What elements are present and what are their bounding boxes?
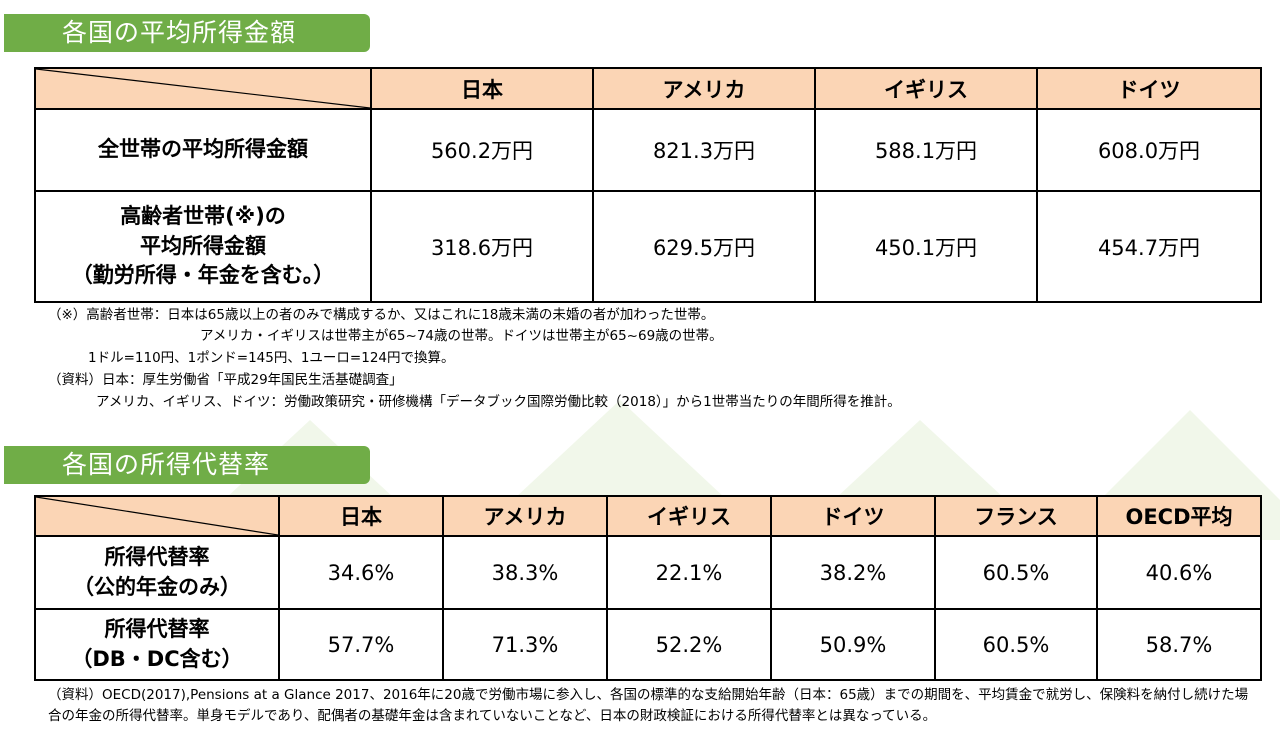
cell-value: 450.1万円 (814, 190, 1038, 303)
column-header-usa: アメリカ (592, 67, 816, 110)
note-source-oecd: （資料）OECD(2017),Pensions at a Glance 2017… (48, 687, 1249, 724)
row-label-including-db-dc: 所得代替率 （DB・DC含む） (34, 608, 280, 681)
column-header-uk: イギリス (814, 67, 1038, 110)
note-elderly-definition-other: アメリカ・イギリスは世帯主が65~74歳の世帯。ドイツは世帯主が65~69歳の世… (200, 328, 723, 344)
replacement-rate-table: 日本 アメリカ イギリス ドイツ フランス OECD平均 所得代替率 （公的年金… (34, 495, 1262, 681)
note-source-japan: （資料）日本：厚生労働省「平成29年国民生活基礎調査」 (48, 372, 403, 388)
column-header-france: フランス (934, 495, 1098, 537)
diagonal-line (36, 69, 370, 108)
table-header-row: 日本 アメリカ イギリス ドイツ (34, 67, 1262, 110)
cell-value: 588.1万円 (814, 108, 1038, 192)
table-row: 高齢者世帯(※)の 平均所得金額 （勤労所得・年金を含む。） 318.6万円 6… (34, 190, 1262, 303)
cell-value: 60.5% (934, 608, 1098, 681)
row-label-all-households: 全世帯の平均所得金額 (34, 108, 372, 192)
note-elderly-definition: （※）高齢者世帯：日本は65歳以上の者のみで構成するか、又はこれに18歳未満の未… (48, 307, 715, 323)
cell-value: 40.6% (1096, 535, 1262, 610)
cell-value: 71.3% (442, 608, 608, 681)
table-row: 所得代替率 （DB・DC含む） 57.7% 71.3% 52.2% 50.9% … (34, 608, 1262, 681)
cell-value: 38.3% (442, 535, 608, 610)
column-header-germany: ドイツ (770, 495, 936, 537)
column-header-uk: イギリス (606, 495, 772, 537)
cell-value: 34.6% (278, 535, 444, 610)
cell-value: 454.7万円 (1036, 190, 1262, 303)
diagonal-line (36, 497, 278, 535)
cell-value: 60.5% (934, 535, 1098, 610)
column-header-germany: ドイツ (1036, 67, 1262, 110)
column-header-japan: 日本 (278, 495, 444, 537)
cell-value: 50.9% (770, 608, 936, 681)
average-income-table: 日本 アメリカ イギリス ドイツ 全世帯の平均所得金額 560.2万円 821.… (34, 67, 1262, 303)
cell-value: 318.6万円 (370, 190, 594, 303)
row-label-public-pension-only: 所得代替率 （公的年金のみ） (34, 535, 280, 610)
cell-value: 629.5万円 (592, 190, 816, 303)
note-source-others: アメリカ、イギリス、ドイツ：労働政策研究・研修機構「データブック国際労働比較（2… (96, 394, 901, 410)
note-exchange-rate: 1ドル=110円、1ポンド=145円、1ユーロ=124円で換算。 (88, 350, 455, 366)
table-corner (34, 67, 372, 110)
column-header-japan: 日本 (370, 67, 594, 110)
cell-value: 821.3万円 (592, 108, 816, 192)
cell-value: 38.2% (770, 535, 936, 610)
table-row: 全世帯の平均所得金額 560.2万円 821.3万円 588.1万円 608.0… (34, 108, 1262, 192)
cell-value: 608.0万円 (1036, 108, 1262, 192)
cell-value: 22.1% (606, 535, 772, 610)
cell-value: 58.7% (1096, 608, 1262, 681)
section-title-replacement-rate: 各国の所得代替率 (4, 446, 370, 484)
cell-value: 52.2% (606, 608, 772, 681)
section-title-average-income: 各国の平均所得金額 (4, 14, 370, 52)
table-header-row: 日本 アメリカ イギリス ドイツ フランス OECD平均 (34, 495, 1262, 537)
column-header-oecd-average: OECD平均 (1096, 495, 1262, 537)
column-header-usa: アメリカ (442, 495, 608, 537)
cell-value: 57.7% (278, 608, 444, 681)
table-row: 所得代替率 （公的年金のみ） 34.6% 38.3% 22.1% 38.2% 6… (34, 535, 1262, 610)
cell-value: 560.2万円 (370, 108, 594, 192)
table-corner (34, 495, 280, 537)
row-label-elderly-households: 高齢者世帯(※)の 平均所得金額 （勤労所得・年金を含む。） (34, 190, 372, 303)
